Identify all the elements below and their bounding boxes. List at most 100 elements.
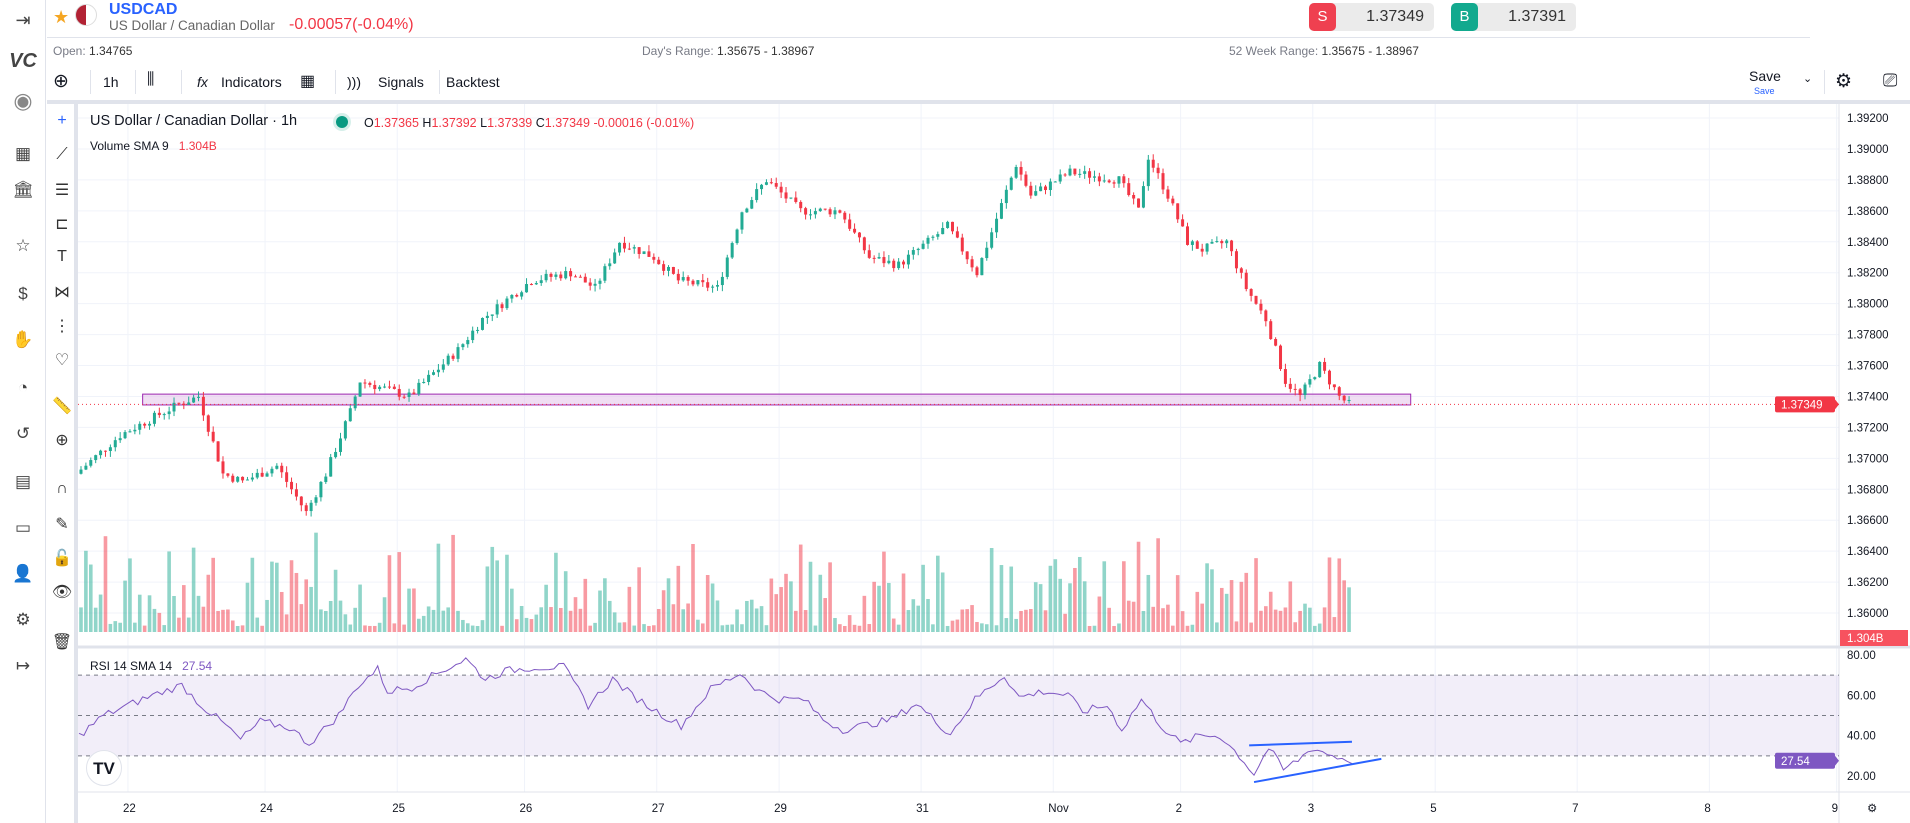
volume-bar [1117,623,1121,632]
volume-bar [1068,583,1072,632]
price-chart[interactable]: 1.39200 1.39000 1.38800 1.38600 1.38400 1.382… [78,104,1910,823]
candle [128,431,132,433]
backtest-button[interactable]: Backtest [446,74,500,90]
camera-icon[interactable]: ⎚ [1883,70,1898,90]
magnet-icon[interactable]: ∩ [56,480,68,497]
candle [916,248,920,251]
dashboard-icon[interactable]: ▦ [14,144,32,163]
candle [505,298,509,309]
fib-icon[interactable]: ⋮ [54,318,70,335]
expand-sidebar-icon[interactable]: ⇥ [15,10,31,30]
candle [1034,191,1038,196]
candle [1088,171,1092,178]
indicators-icon[interactable]: fx [197,74,208,90]
candle [1347,399,1351,401]
gear-icon[interactable]: ⚙ [15,610,31,629]
logout-icon[interactable]: ↦ [15,656,31,675]
candle [603,266,607,281]
last-price-label: 1.37349 [1781,399,1823,411]
wallet-icon[interactable]: ▭ [14,518,32,537]
document-icon[interactable]: ▤ [14,472,32,491]
parallel-lines-icon[interactable]: ☰ [54,182,70,199]
settings-gear-icon[interactable]: ⚙ [1835,71,1853,92]
text-icon[interactable]: T [57,248,67,265]
volume-bar [514,619,519,632]
volume-bar [495,560,499,632]
candle [1313,377,1317,380]
rectangle-icon[interactable]: ⊏ [55,216,69,233]
candle [1274,339,1278,346]
hand-dollar-icon[interactable]: ✋ [12,330,34,349]
volume-bar [93,607,98,632]
volume-bar [828,562,832,632]
candle [1269,321,1273,340]
pie-chart-icon[interactable]: ◔ [17,378,29,397]
candle [701,280,705,283]
signals-icon[interactable]: ))) [347,74,361,90]
volume-bar [936,555,940,632]
symbol-name[interactable]: USDCAD [109,1,178,18]
user-icon[interactable]: 👤 [12,564,34,583]
avatar[interactable]: ◉ [13,88,33,113]
trash-icon[interactable]: 🗑 [51,634,73,651]
candle [1058,174,1062,182]
interval-button[interactable]: 1h [103,74,119,90]
favorite-star-icon[interactable]: ★ [53,7,70,27]
heart-icon[interactable]: ♡ [54,352,70,369]
volume-bar [147,595,152,632]
crosshair-icon[interactable]: + [57,112,67,129]
lock-icon[interactable]: 🔓 [52,550,72,567]
volume-bar [230,620,235,632]
buy-button[interactable]: B 1.37391 [1451,3,1576,31]
candle [872,257,876,259]
volume-bar [279,591,284,632]
sell-button[interactable]: S 1.37349 [1309,3,1434,31]
candle [1107,180,1111,183]
money-icon[interactable]: $ [18,284,28,303]
candle [157,412,161,416]
candle [490,314,494,316]
candle [265,473,269,477]
volume-bar [446,607,450,632]
trendline-icon[interactable]: ⟋ [56,146,68,163]
volume-bar [1048,565,1053,632]
volume-bar [485,566,490,632]
save-button[interactable]: Save [1749,68,1781,84]
volume-bar [177,617,181,632]
eye-icon[interactable]: 👁 [51,584,73,601]
volume-bar [534,614,539,632]
time-tick-label: 8 [1704,803,1710,815]
candle [784,192,788,199]
indicators-button[interactable]: Indicators [221,74,282,90]
time-tick-label: 22 [123,803,136,815]
volume-bar [407,588,411,632]
bank-icon[interactable]: 🏛 [12,180,34,199]
chart-settings-icon[interactable]: ⚙ [1867,803,1877,815]
volume-bar [847,615,852,632]
volume-bar [157,612,162,632]
pencil-icon[interactable]: ✎ [55,516,69,533]
pattern-icon[interactable]: ⋈ [54,284,70,301]
history-icon[interactable]: ↺ [15,424,31,443]
candle [1332,384,1336,388]
volume-bar [789,581,793,632]
price-tick-label: 1.36600 [1847,515,1889,527]
candle [387,386,391,388]
add-symbol-icon[interactable]: ⊕ [53,71,69,92]
candle [632,247,636,249]
save-dropdown-chevron-icon[interactable]: ⌄ [1803,73,1813,85]
layout-grid-icon[interactable]: ▦ [300,73,316,90]
candle [427,374,431,382]
candle-style-icon[interactable]: ⫼ [147,71,155,88]
price-tick-label: 1.38400 [1847,237,1889,249]
volume-bar [412,588,416,632]
signals-button[interactable]: Signals [378,74,424,90]
rsi-trendline [1253,757,1382,784]
ruler-icon[interactable]: 📏 [52,398,72,415]
zoom-in-icon[interactable]: ⊕ [55,432,69,449]
star-icon[interactable]: ☆ [15,236,31,255]
volume-bar [656,608,661,632]
volume-bar [206,574,211,632]
volume-bar [79,607,83,632]
candle [955,231,959,238]
